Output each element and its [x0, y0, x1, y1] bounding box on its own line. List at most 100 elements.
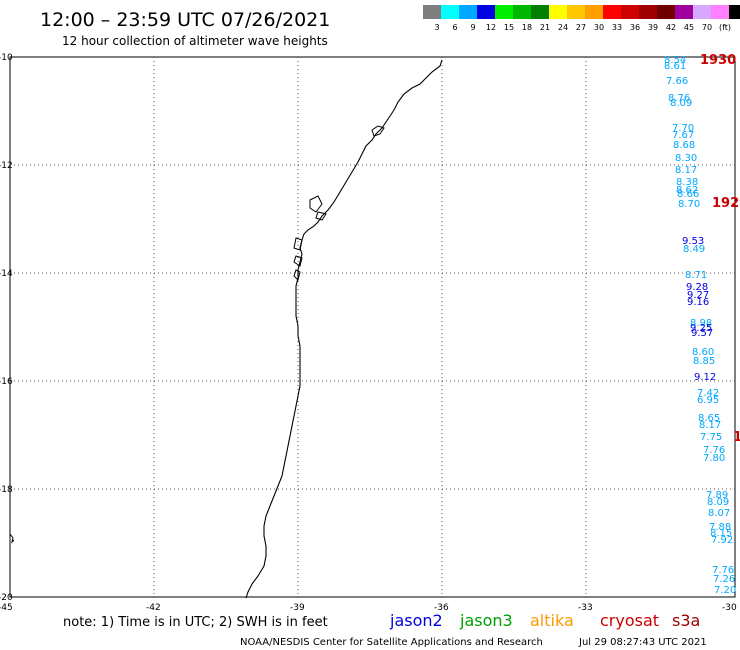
swh-reading: 8.15: [710, 528, 732, 539]
swh-reading: 8.54: [664, 55, 686, 66]
scale-swatch: [531, 5, 549, 19]
scale-label: 6: [452, 23, 457, 32]
scale-label: 15: [504, 23, 514, 32]
lat-label: -18: [0, 485, 13, 495]
pass-timestamp: 1: [733, 430, 740, 445]
swh-reading: 8.07: [708, 508, 730, 519]
swh-reading: 8.60: [692, 347, 714, 358]
scale-swatch: [549, 5, 567, 19]
latitude-labels: -10 -12 -14 -16 -18 -20: [0, 53, 13, 603]
footer-agency: NOAA/NESDIS Center for Satellite Applica…: [240, 637, 543, 648]
lon-label: -39: [290, 603, 305, 613]
scale-swatch: [675, 5, 693, 19]
swh-reading: 8.98: [690, 318, 712, 329]
swh-reading: 8.66: [677, 189, 699, 200]
swh-reading: 7.88: [709, 522, 731, 533]
scale-swatch: [441, 5, 459, 19]
scale-swatch: [729, 5, 740, 19]
lat-label: -20: [0, 593, 13, 603]
scale-label: 12: [486, 23, 496, 32]
scale-label: 45: [684, 23, 694, 32]
scale-swatch: [567, 5, 585, 19]
swh-reading: 7.42: [697, 388, 719, 399]
swh-reading: 9.27: [687, 290, 709, 301]
map-title: 12:00 – 23:59 UTC 07/26/2021: [40, 9, 330, 31]
scale-label: 70: [702, 23, 712, 32]
swh-reading: 9.16: [687, 297, 709, 308]
swh-reading: 9.25: [690, 323, 712, 334]
map-frame: [9, 56, 736, 598]
swh-reading: 8.17: [675, 165, 697, 176]
swh-reading: 7.89: [706, 490, 728, 501]
swh-reading: 7.80: [703, 453, 725, 464]
swh-reading: 9.12: [694, 372, 716, 383]
lat-label: -10: [0, 53, 13, 63]
lat-label: -16: [0, 377, 13, 387]
swh-reading: 7.76: [712, 565, 734, 576]
scale-swatch: [423, 5, 441, 19]
swh-reading: 7.92: [711, 535, 733, 546]
scale-label: (ft): [719, 23, 731, 32]
swh-reading: 8.17: [699, 420, 721, 431]
swh-reading: 7.75: [700, 432, 722, 443]
pass-timestamp: 1929: [712, 196, 740, 211]
map-subtitle: 12 hour collection of altimeter wave hei…: [62, 34, 328, 48]
swh-reading: 8.09: [670, 98, 692, 109]
swh-reading: 8.68: [673, 140, 695, 151]
swh-reading: 8.76: [668, 93, 690, 104]
wave-height-readings: 8.548.617.668.768.097.707.678.688.308.17…: [664, 55, 736, 596]
lat-label: -12: [0, 161, 13, 171]
scale-swatch: [639, 5, 657, 19]
swh-reading: 7.76: [703, 445, 725, 456]
swh-reading: 8.30: [675, 153, 697, 164]
swh-reading: 7.66: [666, 76, 688, 87]
swh-reading: 8.38: [676, 177, 698, 188]
scale-label: 18: [522, 23, 532, 32]
scale-label: 24: [558, 23, 568, 32]
scale-label: 27: [576, 23, 586, 32]
scale-swatch: [693, 5, 711, 19]
scale-swatch: [495, 5, 513, 19]
island-fragment: [9, 533, 15, 544]
legend-jason3: jason3: [459, 611, 513, 630]
scale-swatch: [585, 5, 603, 19]
lon-label: -45: [0, 603, 13, 613]
swh-reading: 7.20: [714, 585, 736, 596]
scale-swatch: [513, 5, 531, 19]
lon-label: -42: [146, 603, 161, 613]
coastline: [245, 59, 443, 599]
lon-label: -36: [434, 603, 449, 613]
pass-timestamp: 1930: [700, 53, 736, 68]
swh-reading: 8.65: [698, 413, 720, 424]
swh-reading: 8.62: [676, 185, 698, 196]
swh-reading: 8.85: [693, 356, 715, 367]
lon-label: -33: [578, 603, 593, 613]
graticule: [10, 57, 735, 597]
swh-reading: 8.09: [707, 497, 729, 508]
scale-label: 42: [666, 23, 676, 32]
scale-label: 3: [434, 23, 439, 32]
swh-reading: 6.95: [697, 395, 719, 406]
scale-label: 33: [612, 23, 622, 32]
swh-reading: 8.71: [685, 270, 707, 281]
swh-reading: 9.53: [682, 236, 704, 247]
swh-reading: 8.61: [664, 61, 686, 72]
legend-s3a: s3a: [672, 611, 700, 630]
units-note: note: 1) Time is in UTC; 2) SWH is in fe…: [63, 615, 328, 630]
legend-jason2: jason2: [389, 611, 443, 630]
lat-label: -14: [0, 269, 13, 279]
swh-reading: 9.57: [691, 328, 713, 339]
scale-swatch: [459, 5, 477, 19]
swh-reading: 8.70: [678, 199, 700, 210]
longitude-labels: -45 -42 -39 -36 -33 -30: [0, 603, 737, 613]
swh-reading: 7.26: [713, 574, 735, 585]
color-scale-labels: 3 6 9 12 15 18 21 24 27 30 33 36 39 42 4…: [434, 23, 731, 32]
coastline-detail: [293, 125, 385, 281]
swh-reading: 7.70: [672, 123, 694, 134]
scale-swatch: [477, 5, 495, 19]
scale-swatch: [711, 5, 729, 19]
scale-label: 30: [594, 23, 604, 32]
footer-generated: Jul 29 08:27:43 UTC 2021: [578, 637, 707, 648]
legend-cryosat: cryosat: [600, 611, 659, 630]
